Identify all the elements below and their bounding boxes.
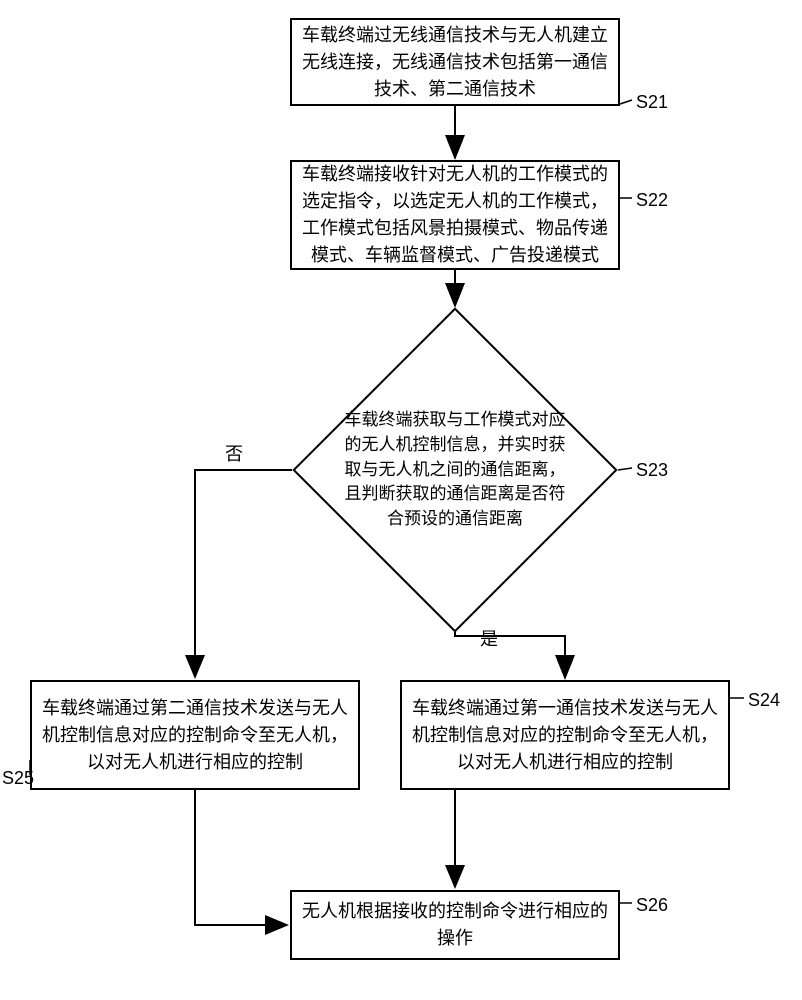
label-s26: S26 xyxy=(636,895,668,916)
node-s21: 车载终端过无线通信技术与无人机建立无线连接，无线通信技术包括第一通信技术、第二通… xyxy=(290,18,620,106)
label-s23: S23 xyxy=(636,460,668,481)
node-s25-text: 车载终端通过第二通信技术发送与无人机控制信息对应的控制命令至无人机，以对无人机进… xyxy=(42,695,348,776)
node-s21-text: 车载终端过无线通信技术与无人机建立无线连接，无线通信技术包括第一通信技术、第二通… xyxy=(302,22,608,103)
label-s22: S22 xyxy=(636,190,668,211)
node-s22-text: 车载终端接收针对无人机的工作模式的选定指令，以选定无人机的工作模式，工作模式包括… xyxy=(302,161,608,269)
node-s26-text: 无人机根据接收的控制命令进行相应的操作 xyxy=(302,898,608,952)
node-s24: 车载终端通过第一通信技术发送与无人机控制信息对应的控制命令至无人机，以对无人机进… xyxy=(400,680,730,790)
node-s23-text: 车载终端获取与工作模式对应的无人机控制信息，并实时获取与无人机之间的通信距离，且… xyxy=(340,408,570,531)
node-s25: 车载终端通过第二通信技术发送与无人机控制信息对应的控制命令至无人机，以对无人机进… xyxy=(30,680,360,790)
node-s23-textwrap: 车载终端获取与工作模式对应的无人机控制信息，并实时获取与无人机之间的通信距离，且… xyxy=(300,355,610,585)
node-s22: 车载终端接收针对无人机的工作模式的选定指令，以选定无人机的工作模式，工作模式包括… xyxy=(290,160,620,270)
edge-label-yes: 是 xyxy=(480,625,498,651)
label-s24: S24 xyxy=(748,690,780,711)
label-s25: S25 xyxy=(2,768,34,789)
node-s26: 无人机根据接收的控制命令进行相应的操作 xyxy=(290,890,620,960)
edge-label-no: 否 xyxy=(225,440,243,466)
label-s21: S21 xyxy=(636,92,668,113)
flowchart-canvas: 车载终端过无线通信技术与无人机建立无线连接，无线通信技术包括第一通信技术、第二通… xyxy=(0,0,802,1000)
node-s24-text: 车载终端通过第一通信技术发送与无人机控制信息对应的控制命令至无人机，以对无人机进… xyxy=(412,695,718,776)
